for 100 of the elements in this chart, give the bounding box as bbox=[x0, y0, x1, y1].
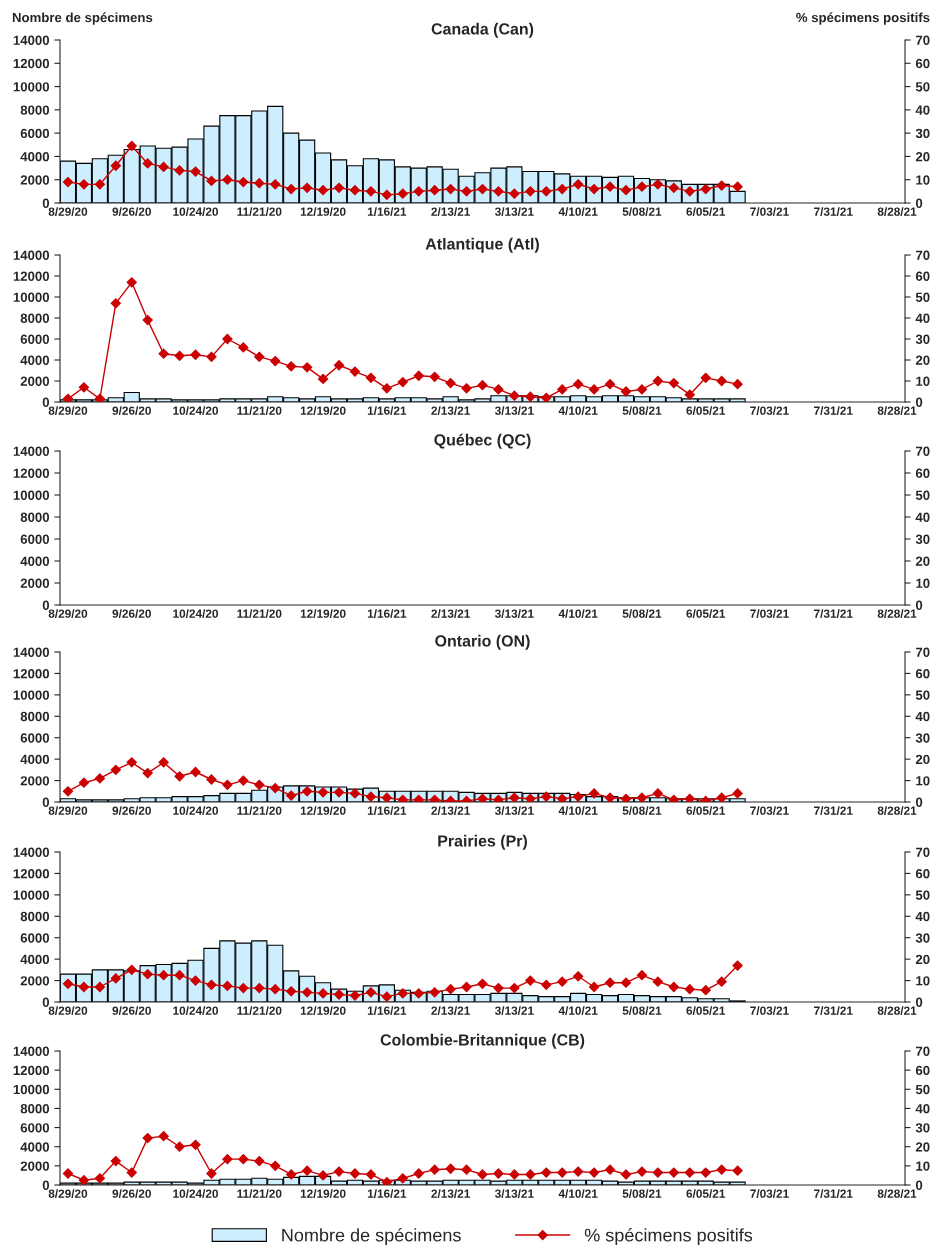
y-tick-label: 12000 bbox=[13, 58, 50, 69]
x-tick-label: 5/08/21 bbox=[622, 1006, 662, 1015]
x-tick-label: 9/26/20 bbox=[112, 609, 151, 618]
y2-tick-label: 50 bbox=[915, 690, 930, 700]
x-tick-label: 11/21/20 bbox=[237, 1006, 282, 1015]
y-tick-label: 0 bbox=[42, 1180, 50, 1190]
y-tick-label: 12000 bbox=[13, 1065, 50, 1076]
x-tick-label: 9/26/20 bbox=[112, 207, 151, 216]
x-tick-label: 7/31/21 bbox=[814, 1189, 853, 1198]
y2-tick-label: 10 bbox=[916, 376, 930, 386]
y2-tick-label: 50 bbox=[915, 292, 930, 302]
y-tick-label: 14000 bbox=[13, 647, 50, 657]
x-tick-label: 11/21/20 bbox=[237, 1189, 282, 1198]
x-tick-label: 2/13/21 bbox=[431, 1006, 470, 1015]
x-tick-label: 1/16/21 bbox=[367, 207, 407, 216]
x-tick-label: 10/24/20 bbox=[173, 609, 219, 618]
x-tick-label: 11/21/20 bbox=[237, 207, 282, 216]
x-tick-label: 4/10/21 bbox=[558, 207, 598, 216]
x-tick-label: 10/24/20 bbox=[173, 1189, 219, 1198]
x-tick-label: 8/29/20 bbox=[48, 609, 88, 618]
x-tick-label: 3/13/21 bbox=[494, 207, 534, 216]
y2-tick-label: 40 bbox=[915, 105, 930, 115]
y-tick-label: 2000 bbox=[20, 776, 50, 786]
x-tick-label: 1/16/21 bbox=[367, 609, 407, 618]
y2-tick-label: 50 bbox=[915, 890, 930, 900]
y2-tick-label: 10 bbox=[916, 776, 930, 786]
y-tick-label: 2000 bbox=[20, 578, 50, 588]
y-tick-label: 14000 bbox=[13, 847, 50, 857]
x-tick-label: 10/24/20 bbox=[173, 1006, 219, 1015]
x-tick-label: 7/03/21 bbox=[750, 1006, 789, 1015]
x-tick-label: 4/10/21 bbox=[558, 1189, 598, 1198]
y-tick-label: 4000 bbox=[20, 355, 50, 365]
x-tick-label: 2/13/21 bbox=[431, 406, 470, 415]
x-tick-label: 9/26/20 bbox=[112, 1006, 151, 1015]
x-tick-label: 3/13/21 bbox=[494, 806, 534, 815]
y-tick-label: 4000 bbox=[20, 556, 50, 566]
x-tick-label: 5/08/21 bbox=[622, 406, 662, 415]
y-tick-label: 10000 bbox=[13, 82, 50, 92]
x-tick-label: 2/13/21 bbox=[431, 806, 470, 815]
x-tick-label: 12/19/20 bbox=[300, 806, 346, 815]
y2-tick-label: 70 bbox=[915, 1046, 930, 1056]
x-tick-label: 8/29/20 bbox=[48, 1006, 88, 1015]
x-tick-label: 8/28/21 bbox=[877, 1189, 917, 1198]
x-tick-label: 7/31/21 bbox=[814, 207, 853, 216]
chart-title: Canada (Can) bbox=[431, 22, 534, 38]
y-tick-label: 12000 bbox=[13, 669, 50, 679]
y-tick-label: 8000 bbox=[20, 711, 50, 722]
y2-axis-title: % spécimens positifs bbox=[796, 12, 930, 25]
y-tick-label: 14000 bbox=[13, 250, 50, 260]
y-tick-label: 0 bbox=[42, 797, 50, 807]
x-tick-label: 9/26/20 bbox=[112, 406, 151, 415]
y-tick-label: 10000 bbox=[13, 890, 50, 900]
y2-tick-label: 60 bbox=[915, 1065, 930, 1076]
x-tick-label: 12/19/20 bbox=[300, 609, 346, 618]
x-tick-label: 3/13/21 bbox=[494, 1189, 534, 1198]
y2-tick-label: 0 bbox=[915, 1180, 923, 1190]
y2-tick-label: 30 bbox=[915, 128, 930, 139]
x-tick-label: 5/08/21 bbox=[622, 1189, 662, 1198]
y-tick-label: 2000 bbox=[20, 376, 50, 386]
y2-tick-label: 30 bbox=[915, 733, 930, 743]
y-tick-label: 12000 bbox=[13, 271, 50, 281]
y2-tick-label: 0 bbox=[915, 397, 923, 407]
x-tick-label: 7/03/21 bbox=[750, 406, 789, 415]
x-tick-label: 12/19/20 bbox=[300, 207, 346, 216]
y2-tick-label: 20 bbox=[915, 152, 930, 162]
y2-tick-label: 40 bbox=[915, 512, 930, 522]
y2-tick-label: 50 bbox=[915, 1084, 930, 1095]
y-tick-label: 12000 bbox=[13, 468, 50, 478]
x-tick-label: 4/10/21 bbox=[558, 806, 598, 815]
chart-title: Atlantique (Atl) bbox=[425, 237, 539, 253]
x-tick-label: 8/29/20 bbox=[48, 1189, 88, 1198]
y2-tick-label: 70 bbox=[915, 35, 930, 45]
x-tick-label: 5/08/21 bbox=[622, 207, 662, 216]
x-tick-label: 10/24/20 bbox=[173, 406, 219, 415]
x-tick-label: 6/05/21 bbox=[686, 609, 726, 618]
x-tick-label: 8/28/21 bbox=[877, 207, 917, 216]
y2-tick-label: 60 bbox=[915, 468, 930, 478]
y2-tick-label: 60 bbox=[915, 271, 930, 281]
x-tick-label: 12/19/20 bbox=[300, 1006, 346, 1015]
y-tick-label: 8000 bbox=[20, 1104, 50, 1114]
x-tick-label: 3/13/21 bbox=[494, 406, 534, 415]
y2-tick-label: 0 bbox=[915, 797, 923, 807]
y-tick-label: 2000 bbox=[20, 1161, 50, 1171]
x-tick-label: 4/10/21 bbox=[558, 609, 598, 618]
y2-tick-label: 40 bbox=[915, 313, 930, 323]
x-tick-label: 2/13/21 bbox=[431, 207, 470, 216]
y-tick-label: 4000 bbox=[20, 152, 50, 162]
chart-title: Prairies (Pr) bbox=[438, 834, 527, 850]
y-tick-label: 10000 bbox=[13, 690, 50, 700]
y2-tick-label: 50 bbox=[915, 82, 930, 92]
y2-tick-label: 10 bbox=[916, 976, 930, 986]
y-tick-label: 0 bbox=[42, 198, 50, 208]
y-tick-label: 6000 bbox=[20, 933, 50, 943]
x-tick-label: 6/05/21 bbox=[686, 406, 726, 415]
y2-tick-label: 0 bbox=[915, 997, 923, 1007]
y2-tick-label: 60 bbox=[915, 58, 930, 69]
y2-tick-label: 40 bbox=[915, 911, 930, 922]
y-tick-label: 10000 bbox=[13, 490, 50, 500]
x-tick-label: 4/10/21 bbox=[558, 406, 598, 415]
x-tick-label: 12/19/20 bbox=[300, 1189, 346, 1198]
